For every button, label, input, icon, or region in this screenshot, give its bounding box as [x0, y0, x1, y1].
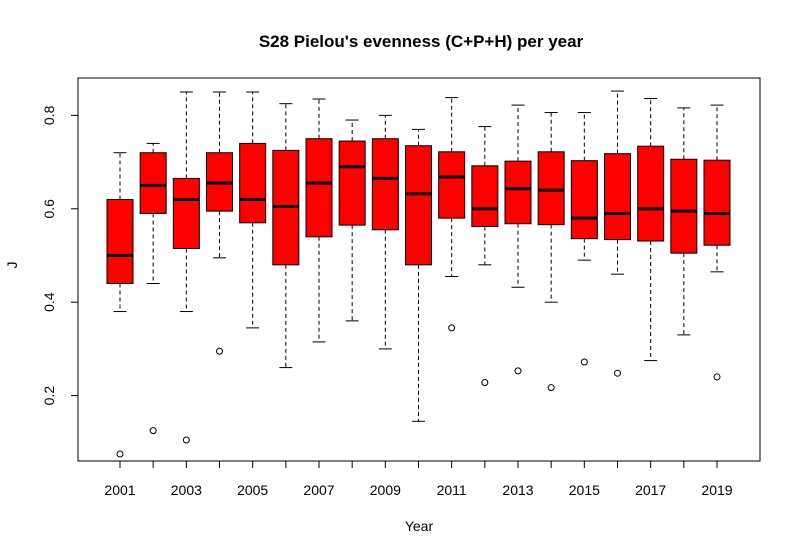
- iqr-box: [405, 145, 432, 266]
- y-axis: 0.2 0.4 0.6 0.8: [41, 105, 79, 406]
- iqr-box: [670, 158, 698, 254]
- x-axis: 2001 2003 2005 2007 2009 2011 2013 2015 2017 2019: [104, 460, 733, 498]
- box-2009: [371, 114, 399, 350]
- outlier-point: [547, 384, 555, 392]
- x-axis-label: Year: [405, 518, 434, 534]
- chart-title: S28 Pielou's evenness (C+P+H) per year: [259, 32, 584, 51]
- box-2001: [106, 152, 134, 458]
- y-axis-label: J: [4, 262, 20, 269]
- box-2012: [471, 126, 499, 387]
- box-2010: [405, 128, 432, 422]
- x-tick-label: 2017: [635, 482, 666, 498]
- box-2015: [570, 112, 598, 366]
- y-tick-label: 0.4: [41, 292, 57, 312]
- boxes-layer: [106, 90, 731, 458]
- box-2016: [604, 90, 631, 377]
- box-2008: [338, 119, 366, 322]
- iqr-box: [239, 142, 267, 224]
- outlier-point: [481, 379, 489, 387]
- outlier-point: [448, 324, 456, 332]
- box-2007: [305, 98, 333, 343]
- outlier-point: [116, 450, 124, 458]
- box-2006: [272, 103, 300, 369]
- outlier-point: [182, 436, 190, 444]
- x-tick-label: 2007: [303, 482, 334, 498]
- x-tick-label: 2019: [701, 482, 732, 498]
- iqr-box: [438, 151, 466, 219]
- iqr-box: [139, 152, 167, 214]
- box-2003: [172, 91, 200, 444]
- outlier-point: [614, 369, 621, 377]
- iqr-box: [504, 160, 532, 225]
- outlier-point: [514, 367, 522, 375]
- iqr-box: [637, 145, 665, 242]
- iqr-box: [471, 165, 499, 228]
- outlier-point: [713, 373, 721, 381]
- iqr-box: [305, 138, 333, 238]
- outlier-point: [216, 347, 223, 355]
- iqr-box: [703, 159, 731, 246]
- y-tick-label: 0.8: [41, 105, 57, 125]
- box-2018: [670, 107, 698, 336]
- outlier-point: [149, 427, 157, 435]
- iqr-box: [371, 138, 399, 231]
- x-tick-label: 2011: [437, 482, 467, 498]
- x-tick-label: 2009: [370, 482, 401, 498]
- x-tick-label: 2015: [569, 482, 600, 498]
- box-2005: [239, 91, 267, 329]
- box-2011: [438, 97, 466, 332]
- box-2019: [703, 104, 731, 381]
- x-tick-label: 2001: [104, 482, 135, 498]
- box-2013: [504, 104, 532, 375]
- iqr-box: [172, 177, 200, 249]
- iqr-box: [338, 140, 366, 226]
- box-2017: [637, 98, 665, 362]
- outlier-point: [580, 358, 588, 366]
- x-tick-label: 2003: [171, 482, 202, 498]
- y-tick-label: 0.2: [41, 386, 57, 406]
- x-tick-label: 2013: [502, 482, 533, 498]
- y-tick-label: 0.6: [41, 199, 57, 219]
- box-2014: [537, 112, 565, 392]
- iqr-box: [537, 151, 565, 226]
- x-tick-label: 2005: [237, 482, 268, 498]
- box-2004: [206, 91, 233, 355]
- iqr-box: [570, 160, 598, 240]
- box-2002: [139, 142, 167, 435]
- iqr-box: [604, 153, 631, 241]
- iqr-box: [106, 198, 134, 285]
